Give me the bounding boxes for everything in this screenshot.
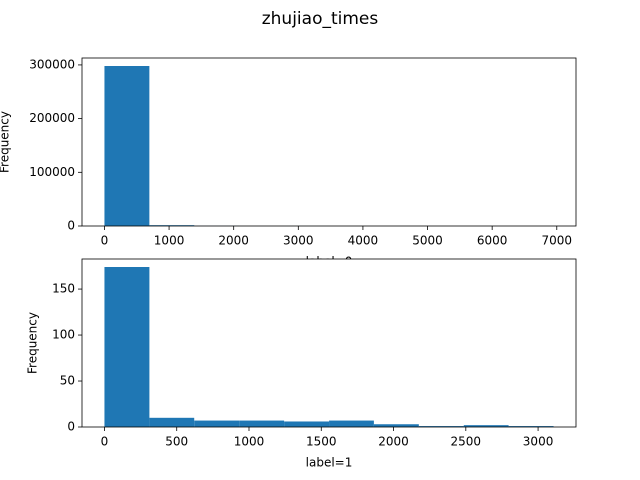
x-tick-label: 500	[165, 435, 188, 449]
x-tick-label: 3000	[283, 234, 314, 248]
y-tick-label: 100000	[29, 165, 75, 179]
x-tick-label: 2000	[218, 234, 249, 248]
y-tick-label: 0	[67, 420, 75, 434]
bar	[508, 426, 554, 427]
x-tick-label: 1500	[306, 435, 337, 449]
x-tick-label: 2000	[378, 435, 409, 449]
bar	[373, 424, 419, 427]
y-axis-label: Frequency	[26, 312, 40, 374]
y-tick-label: 200000	[29, 111, 75, 125]
bar	[104, 66, 150, 226]
y-tick-label: 150	[52, 282, 75, 296]
bar	[104, 267, 150, 427]
bar	[329, 420, 374, 427]
bar	[418, 426, 464, 427]
bar	[284, 421, 330, 427]
bar	[149, 417, 195, 427]
y-tick-label: 50	[60, 374, 75, 388]
x-tick-label: 0	[101, 435, 109, 449]
y-tick-label: 300000	[29, 57, 75, 71]
bar	[149, 225, 195, 226]
x-tick-label: 1000	[234, 435, 265, 449]
y-tick-label: 100	[52, 328, 75, 342]
y-axis-label: Frequency	[0, 111, 12, 173]
bar	[239, 420, 285, 427]
x-tick-label: 3000	[523, 435, 554, 449]
axes-frame	[81, 258, 577, 428]
x-tick-label: 6000	[477, 234, 508, 248]
axes-background	[82, 259, 576, 427]
figure-title: zhujiao_times	[262, 9, 379, 29]
x-tick-label: 7000	[542, 234, 573, 248]
x-axis-label: label=1	[306, 456, 353, 470]
y-tick-label: 0	[67, 219, 75, 233]
axes-frame	[81, 57, 577, 227]
x-tick-label: 1000	[154, 234, 185, 248]
x-tick-label: 4000	[348, 234, 379, 248]
x-tick-label: 5000	[412, 234, 443, 248]
bar	[194, 420, 240, 427]
x-tick-label: 0	[101, 234, 109, 248]
axes-background	[82, 58, 576, 226]
x-tick-label: 2500	[451, 435, 482, 449]
bar	[463, 425, 509, 427]
